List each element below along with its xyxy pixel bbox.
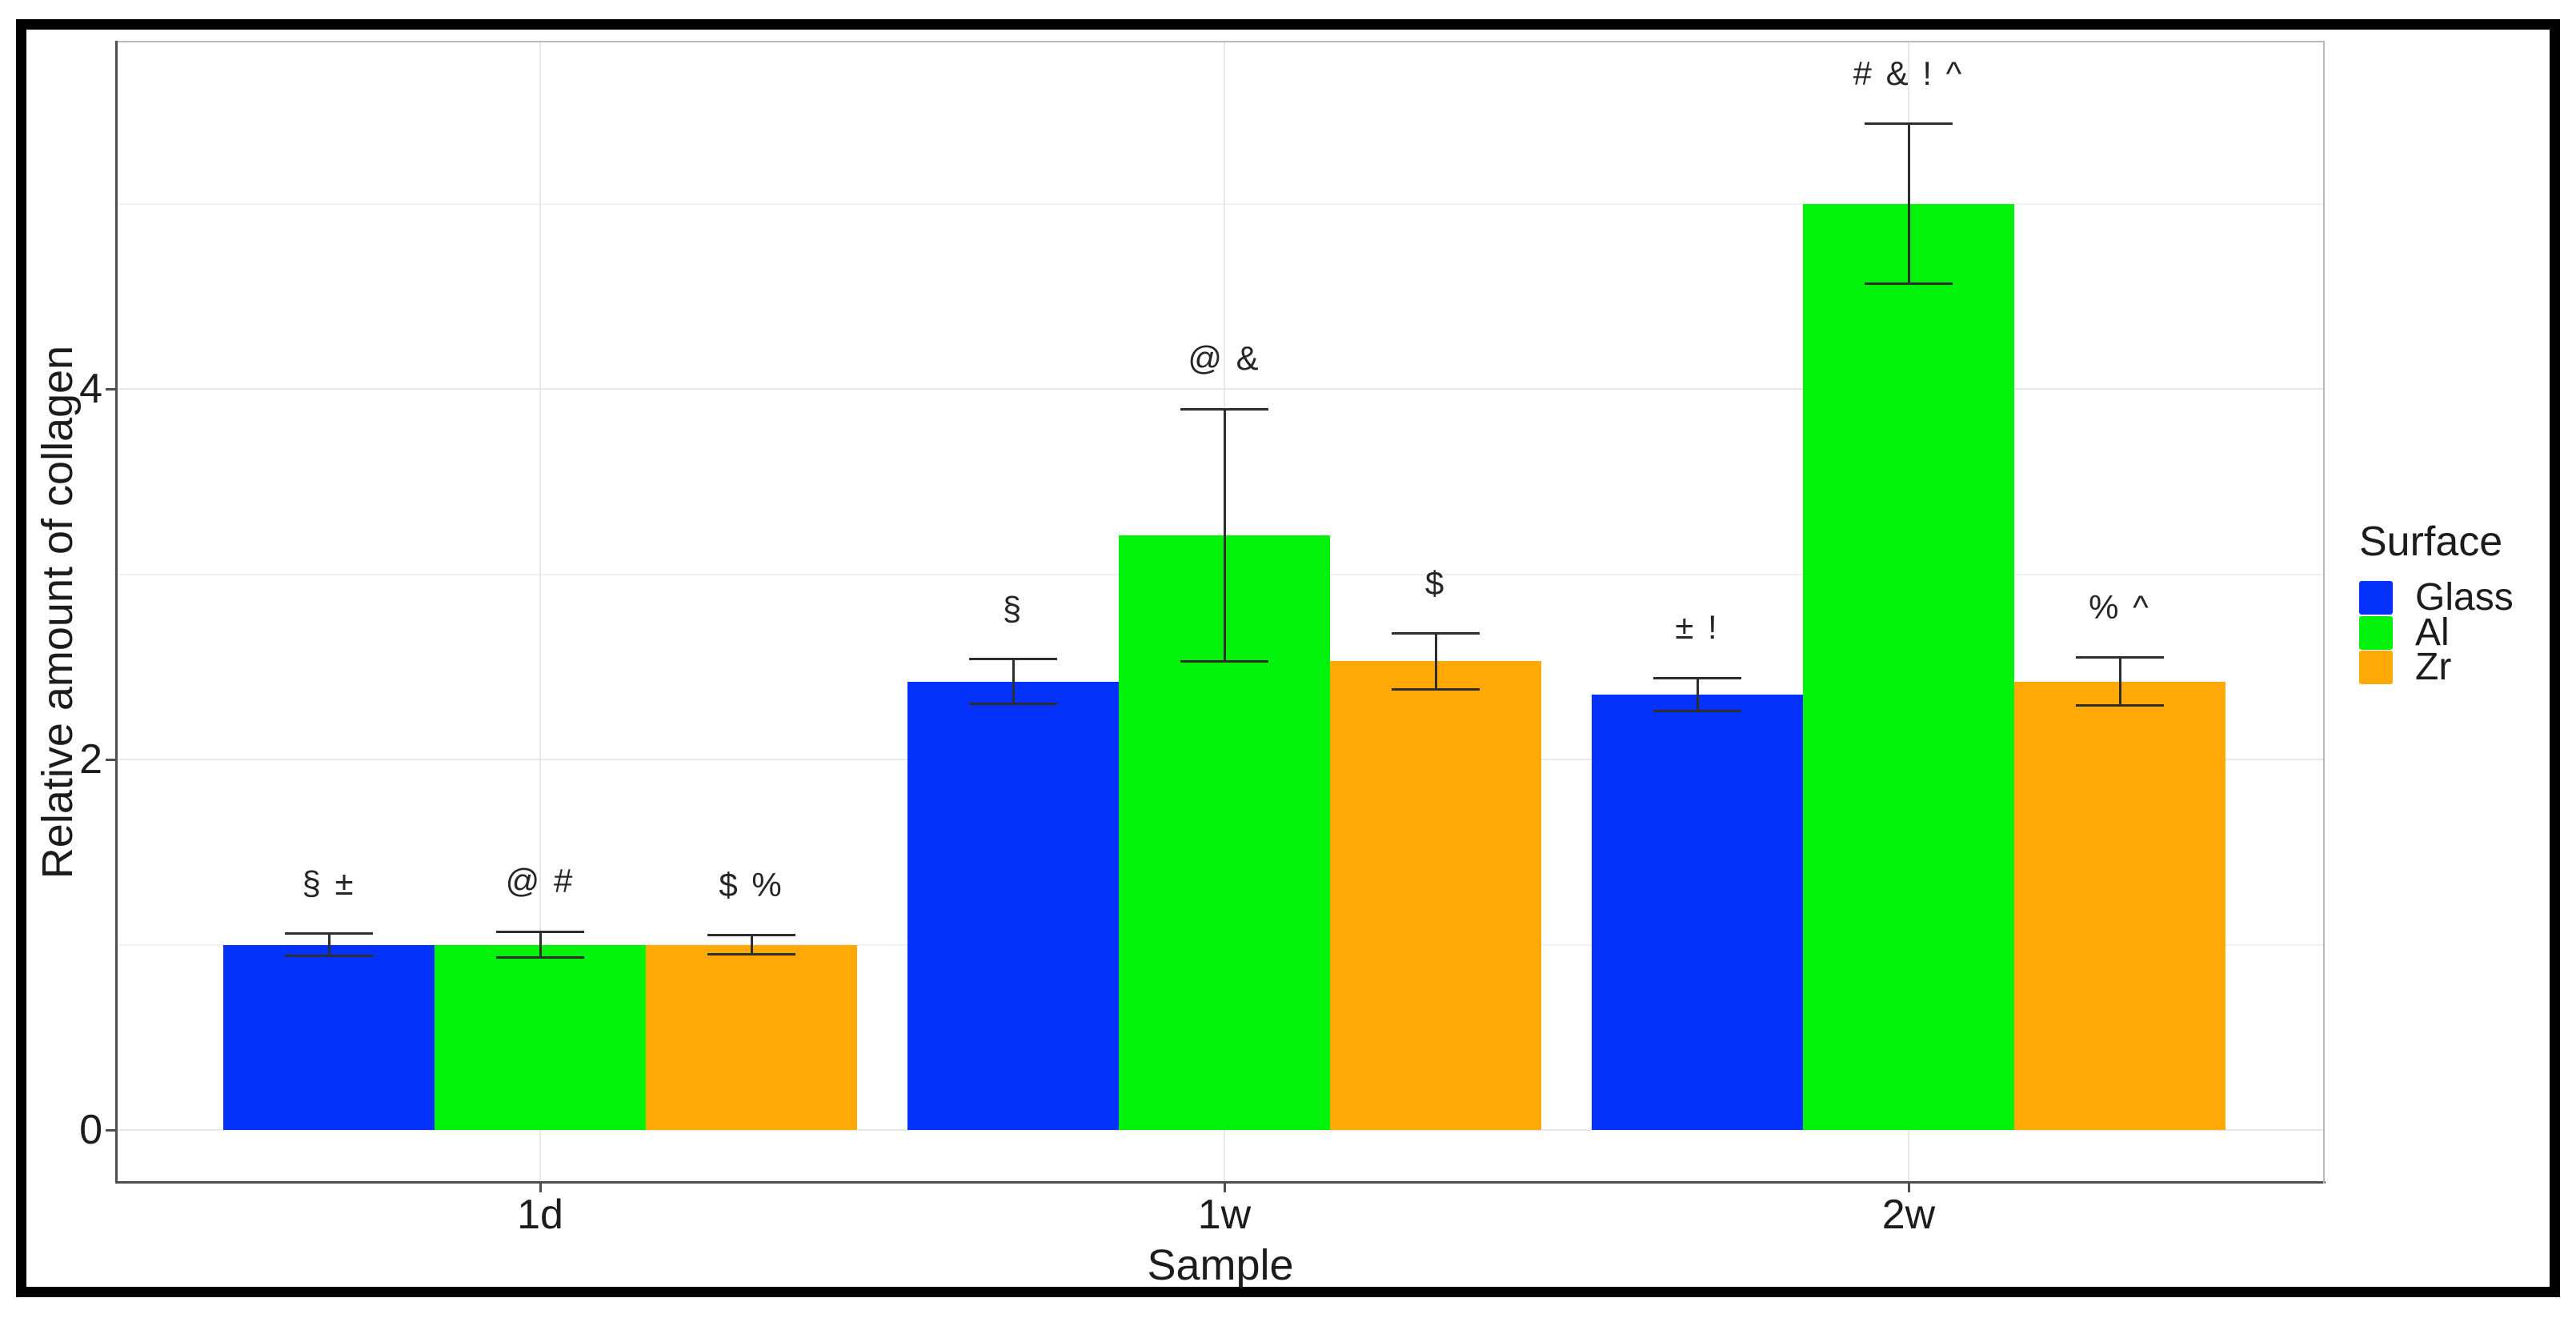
bar-glass-1w[interactable]: [907, 681, 1119, 1130]
errorbar-line-zr-1d: [750, 935, 753, 955]
errorbar-cap-glass-1w-high: [969, 658, 1057, 661]
errorbar-cap-zr-1d-low: [707, 952, 795, 955]
x-axis-line: [115, 1181, 2326, 1184]
errorbar-line-glass-1d: [327, 933, 331, 956]
significance-label-zr-2w: % ^: [2089, 587, 2151, 626]
errorbar-cap-zr-2w-high: [2076, 656, 2164, 659]
errorbar-cap-glass-2w-high: [1653, 676, 1741, 679]
significance-label-al-2w: # & ! ^: [1853, 54, 1965, 92]
significance-label-zr-1w: $: [1424, 563, 1447, 602]
legend-label-zr[interactable]: Zr: [2415, 646, 2452, 688]
legend-key-al[interactable]: [2359, 615, 2393, 650]
errorbar-line-al-2w: [1907, 123, 1910, 284]
legend-key-glass[interactable]: [2359, 581, 2393, 615]
errorbar-line-al-1w: [1223, 409, 1226, 662]
significance-label-glass-2w: ± !: [1675, 608, 1720, 647]
errorbar-cap-al-2w-low: [1865, 282, 1953, 285]
x-axis-title: Sample: [1147, 1241, 1294, 1289]
y-axis-title: Relative amount of collagen: [34, 345, 82, 879]
errorbar-cap-al-1w-low: [1180, 659, 1268, 663]
legend-label-al[interactable]: Al: [2415, 611, 2450, 654]
significance-label-glass-1d: § ±: [302, 863, 356, 902]
errorbar-cap-al-1d-high: [496, 930, 584, 933]
y-tick-label-2: 2: [79, 736, 102, 783]
errorbar-cap-al-1d-low: [496, 956, 584, 959]
y-tick-label-4: 4: [79, 366, 102, 412]
x-tick-2w: [1908, 1182, 1910, 1192]
gridline-major-y4: [118, 388, 2323, 390]
legend-label-glass[interactable]: Glass: [2415, 576, 2514, 619]
significance-label-al-1w: @ &: [1188, 339, 1261, 378]
errorbar-cap-al-2w-high: [1865, 122, 1953, 126]
bar-zr-2w[interactable]: [2014, 681, 2225, 1130]
y-tick-4: [106, 388, 116, 391]
bar-glass-2w[interactable]: [1592, 694, 1803, 1130]
errorbar-cap-zr-1w-low: [1392, 687, 1480, 691]
errorbar-line-zr-2w: [2118, 657, 2121, 706]
errorbar-cap-glass-1d-low: [285, 954, 373, 957]
errorbar-line-al-1d: [539, 931, 542, 958]
errorbar-cap-glass-1d-high: [285, 932, 373, 935]
x-tick-label-2w: 2w: [1881, 1192, 1936, 1238]
errorbar-cap-zr-1d-high: [707, 934, 795, 937]
gridline-x-1d: [539, 42, 541, 1181]
bar-al-1d[interactable]: [435, 944, 646, 1130]
errorbar-line-glass-1w: [1012, 659, 1015, 704]
x-tick-1d: [539, 1182, 542, 1192]
x-tick-1w: [1224, 1182, 1226, 1192]
legend-title: Surface: [2359, 519, 2503, 565]
significance-label-glass-1w: §: [1002, 589, 1024, 627]
y-tick-0: [106, 1129, 116, 1132]
y-tick-label-0: 0: [79, 1107, 102, 1153]
bar-glass-1d[interactable]: [223, 944, 435, 1130]
panel-border-right: [2323, 41, 2325, 1184]
significance-label-zr-1d: $ %: [719, 865, 784, 903]
errorbar-cap-glass-2w-low: [1653, 710, 1741, 713]
bar-zr-1d[interactable]: [646, 944, 857, 1130]
x-tick-label-1w: 1w: [1197, 1192, 1252, 1238]
bar-zr-1w[interactable]: [1330, 661, 1541, 1130]
bar-al-2w[interactable]: [1803, 203, 2014, 1130]
y-tick-2: [106, 759, 116, 761]
panel-border-top: [118, 41, 2325, 42]
x-tick-label-1d: 1d: [517, 1192, 563, 1238]
errorbar-line-glass-2w: [1696, 678, 1699, 711]
errorbar-cap-al-1w-high: [1180, 407, 1268, 411]
figure-border: [16, 19, 2560, 1297]
errorbar-line-zr-1w: [1434, 633, 1437, 690]
errorbar-cap-zr-2w-low: [2076, 704, 2164, 707]
legend-key-zr[interactable]: [2359, 651, 2393, 684]
gridline-major-y0: [118, 1129, 2323, 1131]
significance-label-al-1d: @ #: [505, 862, 575, 900]
gridline-minor-y5: [118, 202, 2323, 205]
errorbar-cap-zr-1w-high: [1392, 632, 1480, 635]
y-axis-line: [115, 41, 118, 1184]
errorbar-cap-glass-1w-low: [969, 703, 1057, 706]
